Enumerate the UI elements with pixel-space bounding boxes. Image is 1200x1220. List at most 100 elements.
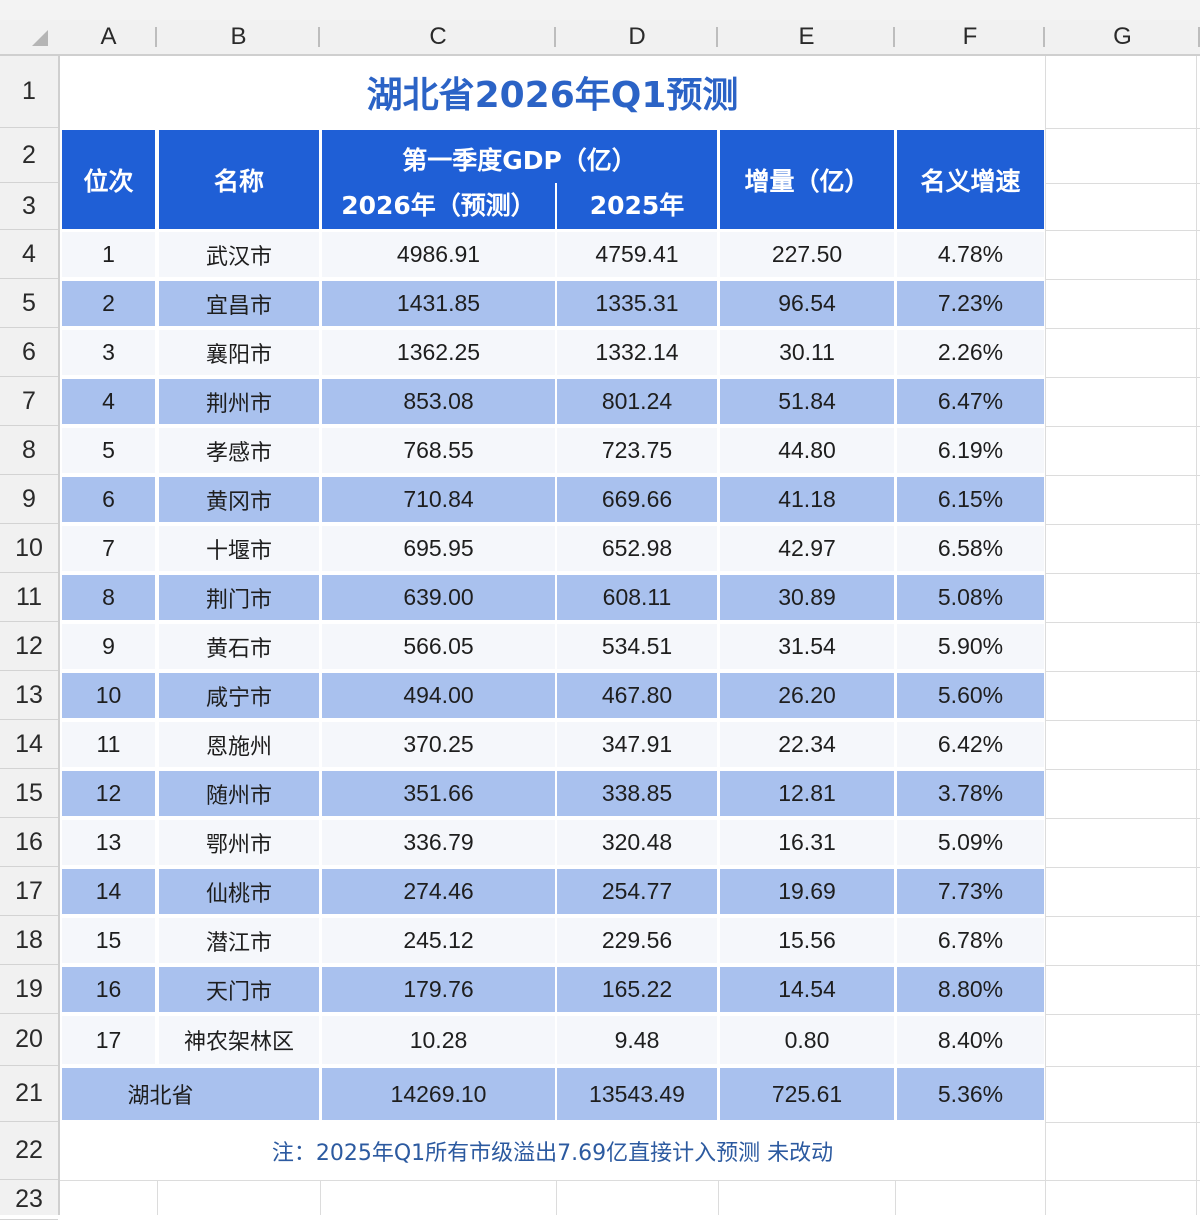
cell-growth[interactable]: 8.80% (897, 967, 1044, 1012)
cell-gdp-2025[interactable]: 467.80 (557, 673, 717, 718)
cell-increase[interactable]: 42.97 (720, 526, 894, 571)
cell-gdp-2026[interactable]: 370.25 (322, 722, 555, 767)
row-header-7[interactable]: 7 (0, 377, 58, 426)
cell-gdp-2026[interactable]: 1362.25 (322, 330, 555, 375)
row-header-4[interactable]: 4 (0, 230, 58, 279)
cell-gdp-2025[interactable]: 347.91 (557, 722, 717, 767)
cell-name[interactable]: 黄冈市 (159, 477, 319, 522)
cell-gdp-2025[interactable]: 723.75 (557, 428, 717, 473)
row-header-12[interactable]: 12 (0, 622, 58, 671)
cell-rank[interactable]: 15 (62, 918, 155, 963)
cell-increase[interactable]: 14.54 (720, 967, 894, 1012)
column-header-c[interactable]: C (320, 20, 556, 54)
cell-growth[interactable]: 4.78% (897, 232, 1044, 277)
cell-gdp-2025[interactable]: 801.24 (557, 379, 717, 424)
cell-growth[interactable]: 3.78% (897, 771, 1044, 816)
cell-name[interactable]: 潜江市 (159, 918, 319, 963)
cell-gdp-2026[interactable]: 1431.85 (322, 281, 555, 326)
cell-name[interactable]: 襄阳市 (159, 330, 319, 375)
cell-growth[interactable]: 6.42% (897, 722, 1044, 767)
cell-gdp-2025[interactable]: 652.98 (557, 526, 717, 571)
cell-name[interactable]: 鄂州市 (159, 820, 319, 865)
sheet-title[interactable]: 湖北省2026年Q1预测 (366, 75, 739, 116)
cell-name[interactable]: 黄石市 (159, 624, 319, 669)
cell-name[interactable]: 咸宁市 (159, 673, 319, 718)
cell-gdp-2025[interactable]: 229.56 (557, 918, 717, 963)
cell-increase[interactable]: 41.18 (720, 477, 894, 522)
cell-increase[interactable]: 26.20 (720, 673, 894, 718)
cell-growth[interactable]: 6.15% (897, 477, 1044, 522)
cell-rank[interactable]: 4 (62, 379, 155, 424)
cell-name[interactable]: 天门市 (159, 967, 319, 1012)
header-gdp-2026[interactable]: 2026年（预测） (322, 183, 555, 229)
cell-increase[interactable]: 30.11 (720, 330, 894, 375)
cell-growth[interactable]: 7.23% (897, 281, 1044, 326)
row-header-23[interactable]: 23 (0, 1180, 58, 1220)
header-growth[interactable]: 名义增速 (897, 130, 1044, 229)
cell-rank[interactable]: 14 (62, 869, 155, 914)
cell-rank[interactable]: 5 (62, 428, 155, 473)
cell-gdp-2026[interactable]: 351.66 (322, 771, 555, 816)
cell-rank[interactable]: 7 (62, 526, 155, 571)
cell-name[interactable]: 孝感市 (159, 428, 319, 473)
cell-gdp-2026[interactable]: 494.00 (322, 673, 555, 718)
row-header-11[interactable]: 11 (0, 573, 58, 622)
cell-increase[interactable]: 19.69 (720, 869, 894, 914)
cell-name[interactable]: 荆门市 (159, 575, 319, 620)
cell-gdp-2026[interactable]: 245.12 (322, 918, 555, 963)
cell-rank[interactable]: 6 (62, 477, 155, 522)
cell-growth[interactable]: 5.09% (897, 820, 1044, 865)
cell-growth[interactable]: 6.78% (897, 918, 1044, 963)
cell-gdp-2025[interactable]: 608.11 (557, 575, 717, 620)
select-all-corner[interactable] (0, 20, 60, 54)
footnote[interactable]: 注：2025年Q1所有市级溢出7.69亿直接计入预测 未改动 (271, 1141, 834, 1166)
row-header-6[interactable]: 6 (0, 328, 58, 377)
cell-rank[interactable]: 3 (62, 330, 155, 375)
cell-increase[interactable]: 227.50 (720, 232, 894, 277)
cell-name[interactable]: 武汉市 (159, 232, 319, 277)
cell-rank[interactable]: 2 (62, 281, 155, 326)
cell-gdp-2025[interactable]: 320.48 (557, 820, 717, 865)
column-header-e[interactable]: E (718, 20, 895, 54)
cell-growth[interactable]: 6.19% (897, 428, 1044, 473)
cell-gdp-2026[interactable]: 710.84 (322, 477, 555, 522)
cell-growth[interactable]: 5.08% (897, 575, 1044, 620)
row-header-14[interactable]: 14 (0, 720, 58, 769)
cell-gdp-2026[interactable]: 4986.91 (322, 232, 555, 277)
cell-gdp-2025[interactable]: 254.77 (557, 869, 717, 914)
cell-increase[interactable]: 51.84 (720, 379, 894, 424)
header-increase[interactable]: 增量（亿） (720, 130, 894, 229)
row-header-3[interactable]: 3 (0, 183, 58, 230)
cell-gdp-2026[interactable]: 179.76 (322, 967, 555, 1012)
cell-rank[interactable]: 8 (62, 575, 155, 620)
cell-rank[interactable]: 16 (62, 967, 155, 1012)
cell-increase[interactable]: 22.34 (720, 722, 894, 767)
row-header-15[interactable]: 15 (0, 769, 58, 818)
header-name[interactable]: 名称 (159, 130, 319, 229)
row-header-8[interactable]: 8 (0, 426, 58, 475)
cell-name[interactable]: 恩施州 (159, 722, 319, 767)
cell-gdp-2025[interactable]: 1332.14 (557, 330, 717, 375)
row-header-22[interactable]: 22 (0, 1122, 58, 1180)
cell-growth[interactable]: 5.60% (897, 673, 1044, 718)
row-header-16[interactable]: 16 (0, 818, 58, 867)
cell-gdp-2025[interactable]: 534.51 (557, 624, 717, 669)
cell-increase[interactable]: 12.81 (720, 771, 894, 816)
row-header-9[interactable]: 9 (0, 475, 58, 524)
cell-name[interactable]: 神农架林区 (159, 1016, 319, 1064)
cell-name[interactable]: 荆州市 (159, 379, 319, 424)
cell-gdp-2025[interactable]: 338.85 (557, 771, 717, 816)
cell-name[interactable]: 仙桃市 (159, 869, 319, 914)
column-header-b[interactable]: B (157, 20, 320, 54)
cell-name[interactable]: 随州市 (159, 771, 319, 816)
total-growth[interactable]: 5.36% (897, 1068, 1044, 1120)
cell-increase[interactable]: 0.80 (720, 1016, 894, 1064)
cell-gdp-2025[interactable]: 669.66 (557, 477, 717, 522)
cell-gdp-2025[interactable]: 9.48 (557, 1016, 717, 1064)
cell-rank[interactable]: 11 (62, 722, 155, 767)
cell-growth[interactable]: 6.47% (897, 379, 1044, 424)
cell-gdp-2026[interactable]: 566.05 (322, 624, 555, 669)
row-header-5[interactable]: 5 (0, 279, 58, 328)
row-header-2[interactable]: 2 (0, 128, 58, 183)
cell-growth[interactable]: 8.40% (897, 1016, 1044, 1064)
